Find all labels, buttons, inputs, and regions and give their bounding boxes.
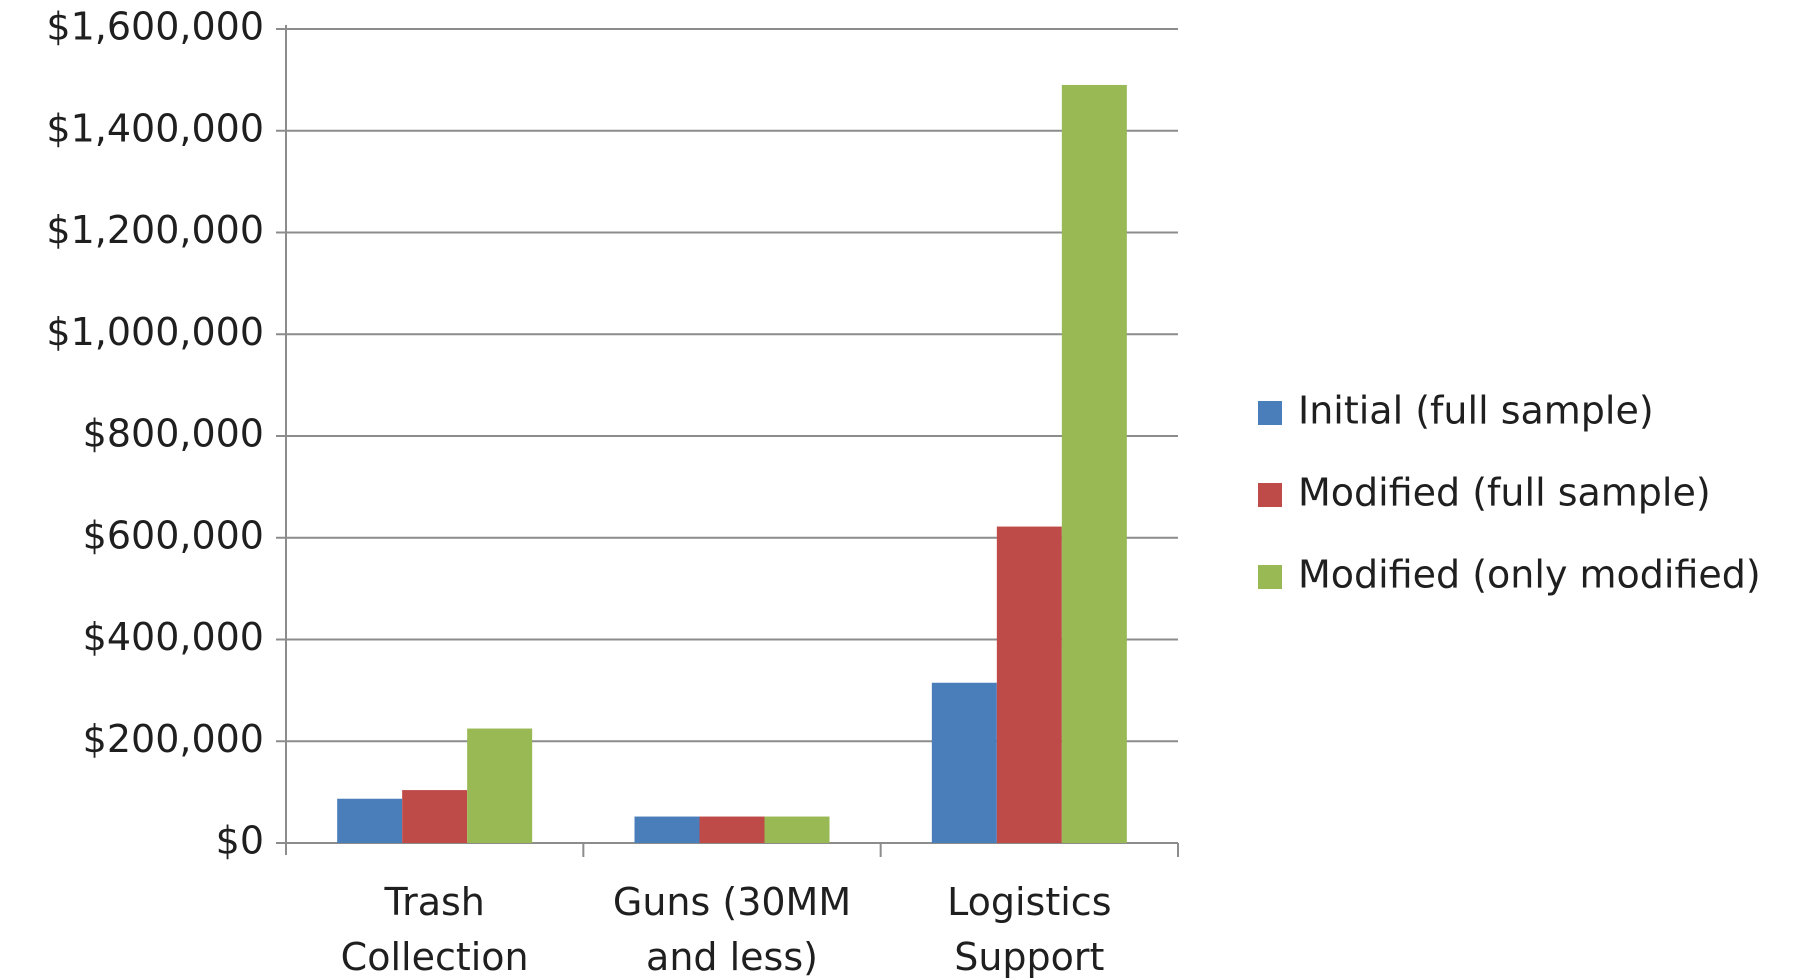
y-tick-label: $1,600,000 [46,5,264,49]
legend-label: Modified (full sample) [1298,471,1711,515]
legend-label: Initial (full sample) [1298,389,1654,433]
y-tick-label: $0 [216,819,264,863]
x-axis-category-labels: Trash Collection Guns (30MM and less) Logist… [341,880,1112,979]
y-axis-tick-labels: $0 $200,000 $400,000 $600,000 $800,000 $1,000… [46,5,264,863]
bar [931,682,997,843]
x-category-label: Collection [341,935,529,979]
y-tick-label: $800,000 [83,412,264,456]
legend-label: Modified (only modified) [1298,553,1761,597]
y-tick-label: $200,000 [83,717,264,761]
legend: Initial (full sample) Modified (full samp… [1258,389,1761,597]
gridlines [286,28,1178,743]
y-tick-label: $1,400,000 [46,106,264,150]
bar [1061,84,1127,843]
x-category-label: Logistics [947,880,1111,924]
legend-swatch [1258,401,1282,425]
y-tick-label: $400,000 [83,615,264,659]
x-category-label: Guns (30MM [613,880,851,924]
bar [337,798,403,843]
legend-swatch [1258,565,1282,589]
bar [634,816,700,843]
bar [402,790,468,843]
y-tick-label: $600,000 [83,513,264,557]
bars [337,84,1127,843]
x-category-label: and less) [646,935,818,979]
legend-swatch [1258,483,1282,507]
bar [467,728,533,843]
bar [996,526,1062,843]
bar [699,816,765,843]
y-tick-label: $1,000,000 [46,310,264,354]
bar [764,816,830,843]
y-tick-label: $1,200,000 [46,208,264,252]
x-category-label: Trash [383,880,484,924]
x-category-label: Support [954,935,1104,979]
